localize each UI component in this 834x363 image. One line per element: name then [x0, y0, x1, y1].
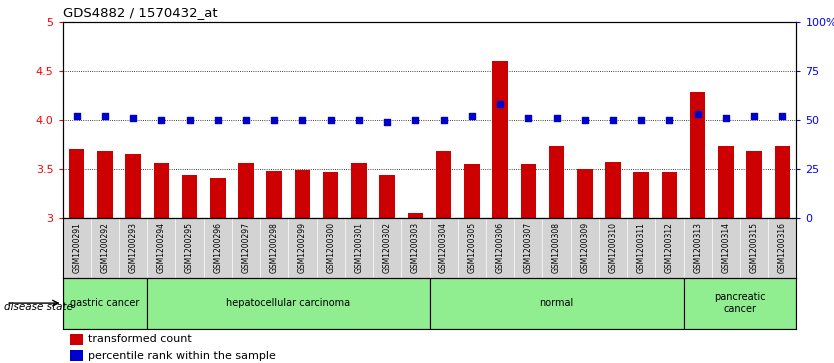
Text: GSM1200315: GSM1200315 — [750, 222, 759, 273]
Bar — [70, 334, 83, 345]
Text: GSM1200307: GSM1200307 — [524, 222, 533, 273]
Bar — [182, 175, 198, 218]
Point — [691, 111, 705, 117]
Text: GSM1200294: GSM1200294 — [157, 222, 166, 273]
Point — [635, 117, 648, 123]
Point — [98, 113, 112, 119]
Text: GSM1200314: GSM1200314 — [721, 222, 731, 273]
Bar — [70, 350, 83, 362]
Text: GSM1200303: GSM1200303 — [411, 222, 420, 273]
Text: GSM1200299: GSM1200299 — [298, 222, 307, 273]
Bar — [153, 163, 169, 218]
Text: GSM1200302: GSM1200302 — [383, 222, 392, 273]
Bar — [690, 92, 706, 218]
Bar — [718, 146, 734, 218]
Bar — [210, 178, 225, 218]
Point — [521, 115, 535, 121]
Point — [606, 117, 620, 123]
Point — [719, 115, 732, 121]
Bar — [661, 172, 677, 218]
Text: GSM1200308: GSM1200308 — [552, 222, 561, 273]
Point — [70, 113, 83, 119]
Point — [183, 117, 196, 123]
Bar — [492, 61, 508, 218]
Text: GSM1200311: GSM1200311 — [636, 222, 646, 273]
Bar — [267, 171, 282, 218]
Bar — [605, 162, 620, 218]
Bar — [148, 278, 430, 329]
Point — [550, 115, 563, 121]
Point — [127, 115, 140, 121]
Text: GSM1200292: GSM1200292 — [100, 222, 109, 273]
Bar — [125, 154, 141, 218]
Bar — [69, 149, 84, 218]
Bar — [775, 146, 790, 218]
Bar — [323, 172, 339, 218]
Bar — [436, 151, 451, 218]
Text: GSM1200298: GSM1200298 — [269, 222, 279, 273]
Text: GSM1200304: GSM1200304 — [440, 222, 448, 273]
Text: GSM1200312: GSM1200312 — [665, 222, 674, 273]
Bar — [549, 146, 565, 218]
Bar — [430, 278, 684, 329]
Text: hepatocellular carcinoma: hepatocellular carcinoma — [226, 298, 350, 308]
Point — [663, 117, 676, 123]
Text: GSM1200305: GSM1200305 — [467, 222, 476, 273]
Point — [409, 117, 422, 123]
Text: GDS4882 / 1570432_at: GDS4882 / 1570432_at — [63, 6, 217, 19]
Point — [324, 117, 338, 123]
Text: percentile rank within the sample: percentile rank within the sample — [88, 351, 276, 361]
Point — [578, 117, 591, 123]
Bar — [351, 163, 367, 218]
Point — [380, 119, 394, 125]
Point — [268, 117, 281, 123]
Point — [465, 113, 479, 119]
Bar — [239, 163, 254, 218]
Text: transformed count: transformed count — [88, 334, 192, 344]
Bar — [520, 164, 536, 218]
Point — [154, 117, 168, 123]
Bar — [577, 169, 592, 218]
Point — [211, 117, 224, 123]
Point — [776, 113, 789, 119]
Text: pancreatic
cancer: pancreatic cancer — [714, 292, 766, 314]
Point — [747, 113, 761, 119]
Point — [296, 117, 309, 123]
Text: GSM1200316: GSM1200316 — [778, 222, 786, 273]
Point — [437, 117, 450, 123]
Text: GSM1200295: GSM1200295 — [185, 222, 194, 273]
Text: GSM1200309: GSM1200309 — [580, 222, 590, 273]
Text: normal: normal — [540, 298, 574, 308]
Point — [494, 101, 507, 107]
Bar — [684, 278, 796, 329]
Bar — [294, 170, 310, 218]
Text: GSM1200293: GSM1200293 — [128, 222, 138, 273]
Point — [239, 117, 253, 123]
Text: GSM1200313: GSM1200313 — [693, 222, 702, 273]
Bar — [746, 151, 762, 218]
Text: disease state: disease state — [4, 302, 73, 312]
Bar — [63, 278, 148, 329]
Bar — [464, 164, 480, 218]
Text: GSM1200297: GSM1200297 — [242, 222, 250, 273]
Text: GSM1200301: GSM1200301 — [354, 222, 364, 273]
Bar — [634, 172, 649, 218]
Text: GSM1200306: GSM1200306 — [495, 222, 505, 273]
Text: GSM1200291: GSM1200291 — [73, 222, 81, 273]
Text: GSM1200296: GSM1200296 — [214, 222, 223, 273]
Bar — [408, 213, 423, 218]
Bar — [379, 175, 395, 218]
Bar — [97, 151, 113, 218]
Text: GSM1200310: GSM1200310 — [609, 222, 617, 273]
Point — [352, 117, 365, 123]
Text: gastric cancer: gastric cancer — [70, 298, 139, 308]
Text: GSM1200300: GSM1200300 — [326, 222, 335, 273]
